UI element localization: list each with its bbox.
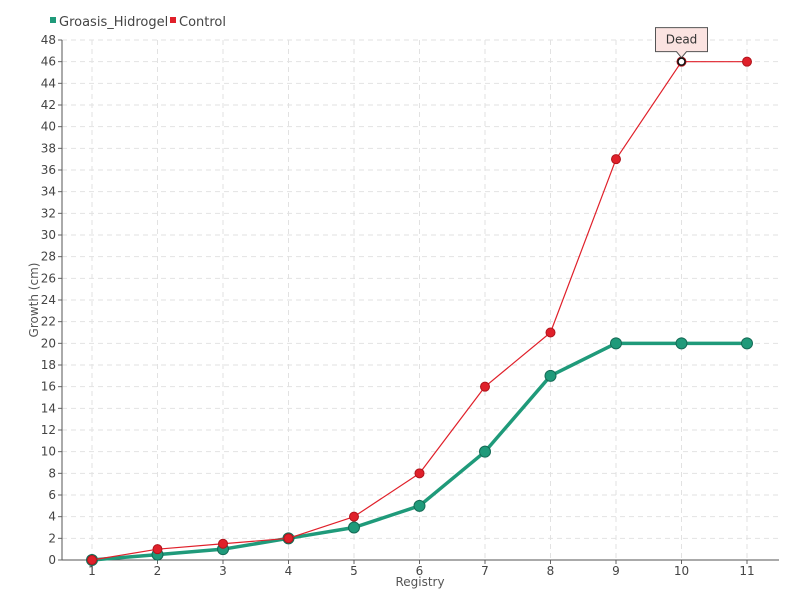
data-point-control (283, 533, 294, 544)
y-tick-label: 44 (41, 76, 56, 90)
x-axis-title: Registry (395, 575, 444, 589)
x-tick-label: 4 (285, 564, 293, 578)
annotation-box (655, 27, 708, 59)
data-point-groasis-hidrogel (544, 369, 557, 382)
annotations: Dead (655, 27, 708, 66)
data-point-control (152, 544, 163, 555)
legend-marker (50, 17, 56, 23)
y-tick-label: 48 (41, 33, 56, 47)
y-tick-label: 40 (41, 120, 56, 134)
data-point-control (218, 538, 228, 549)
y-tick-label: 6 (48, 488, 56, 502)
y-tick-label: 38 (41, 141, 56, 155)
y-tick-label: 18 (41, 358, 56, 372)
y-tick-label: 8 (48, 466, 56, 480)
y-tick-label: 10 (41, 445, 56, 459)
data-point-control (349, 511, 359, 522)
series-lines (86, 56, 753, 566)
x-tick-label: 8 (547, 564, 555, 578)
x-tick-label: 1 (88, 564, 96, 578)
x-tick-label: 9 (612, 564, 620, 578)
data-point-control (414, 468, 425, 479)
y-tick-label: 16 (41, 380, 56, 394)
y-tick-label: 26 (41, 271, 56, 285)
data-point-groasis-hidrogel (675, 337, 688, 350)
data-point-control (480, 381, 490, 392)
data-point-control (742, 56, 752, 67)
data-point-control (545, 327, 556, 338)
y-tick-label: 34 (41, 185, 56, 199)
tick-labels: 0246810121416182022242628303234363840424… (41, 33, 755, 578)
x-tick-label: 5 (350, 564, 358, 578)
y-tick-label: 14 (41, 401, 56, 415)
y-tick-label: 0 (48, 553, 56, 567)
data-point-groasis-hidrogel (413, 499, 426, 512)
y-tick-label: 36 (41, 163, 56, 177)
data-point-control (611, 154, 621, 165)
y-tick-label: 2 (48, 531, 56, 545)
y-axis-title: Growth (cm) (27, 263, 41, 338)
legend-label: Groasis_Hidrogel (59, 15, 168, 30)
annotation-label: Dead (666, 33, 698, 47)
data-point-control (87, 555, 97, 565)
x-tick-label: 6 (416, 564, 424, 578)
x-tick-label: 10 (674, 564, 689, 578)
annotation-marker (677, 57, 686, 66)
axes (58, 39, 779, 564)
y-tick-label: 4 (48, 510, 56, 524)
y-tick-label: 46 (41, 55, 56, 69)
legend-label: Control (179, 15, 226, 30)
x-tick-label: 7 (481, 564, 489, 578)
y-tick-label: 20 (41, 336, 56, 350)
y-tick-label: 32 (41, 206, 56, 220)
data-point-groasis-hidrogel (479, 445, 491, 458)
x-tick-label: 11 (739, 564, 754, 578)
grid-lines (62, 39, 779, 560)
data-point-groasis-hidrogel (348, 521, 360, 534)
x-tick-label: 2 (154, 564, 162, 578)
data-point-groasis-hidrogel (741, 337, 753, 350)
y-tick-label: 22 (41, 315, 56, 329)
y-tick-label: 24 (41, 293, 56, 307)
legend-marker (170, 17, 176, 23)
x-tick-label: 3 (219, 564, 227, 578)
y-tick-label: 28 (41, 250, 56, 264)
y-tick-label: 12 (41, 423, 56, 437)
data-point-groasis-hidrogel (610, 337, 622, 350)
legend: Groasis_Hidrogel Control (50, 15, 226, 30)
y-tick-label: 42 (41, 98, 56, 112)
y-tick-label: 30 (41, 228, 56, 242)
